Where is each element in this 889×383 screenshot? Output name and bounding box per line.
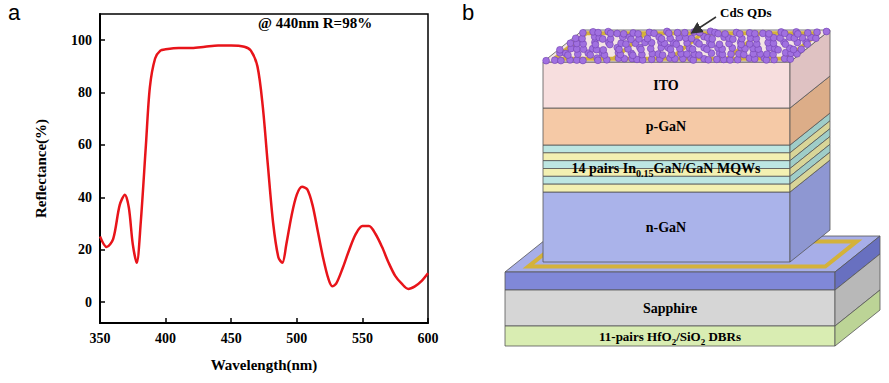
- svg-text:CdS QDs: CdS QDs: [720, 5, 772, 20]
- svg-text:0: 0: [85, 295, 92, 310]
- svg-text:n-GaN: n-GaN: [646, 220, 686, 235]
- svg-text:Sapphire: Sapphire: [643, 301, 697, 316]
- svg-text:600: 600: [418, 331, 439, 346]
- svg-text:11-pairs HfO2/SiO2 DBRs: 11-pairs HfO2/SiO2 DBRs: [599, 329, 741, 347]
- svg-text:400: 400: [155, 331, 176, 346]
- svg-text:550: 550: [352, 331, 373, 346]
- svg-text:450: 450: [221, 331, 242, 346]
- svg-text:Wavelength(nm): Wavelength(nm): [211, 357, 318, 374]
- svg-text:p-GaN: p-GaN: [646, 119, 686, 134]
- svg-text:350: 350: [90, 331, 111, 346]
- html-text:b: b: [462, 0, 475, 25]
- svg-text:500: 500: [286, 331, 307, 346]
- svg-text:80: 80: [78, 85, 92, 100]
- svg-text:40: 40: [78, 190, 92, 205]
- svg-text:@ 440nm R=98%: @ 440nm R=98%: [258, 15, 372, 31]
- svg-text:60: 60: [78, 137, 92, 152]
- svg-text:Reflectance(%): Reflectance(%): [33, 119, 50, 218]
- html-text:a: a: [8, 0, 21, 25]
- svg-text:100: 100: [71, 33, 92, 48]
- svg-text:ITO: ITO: [653, 78, 679, 93]
- svg-text:20: 20: [78, 242, 92, 257]
- svg-text:14 pairs In0.15GaN/GaN MQWs: 14 pairs In0.15GaN/GaN MQWs: [571, 161, 761, 179]
